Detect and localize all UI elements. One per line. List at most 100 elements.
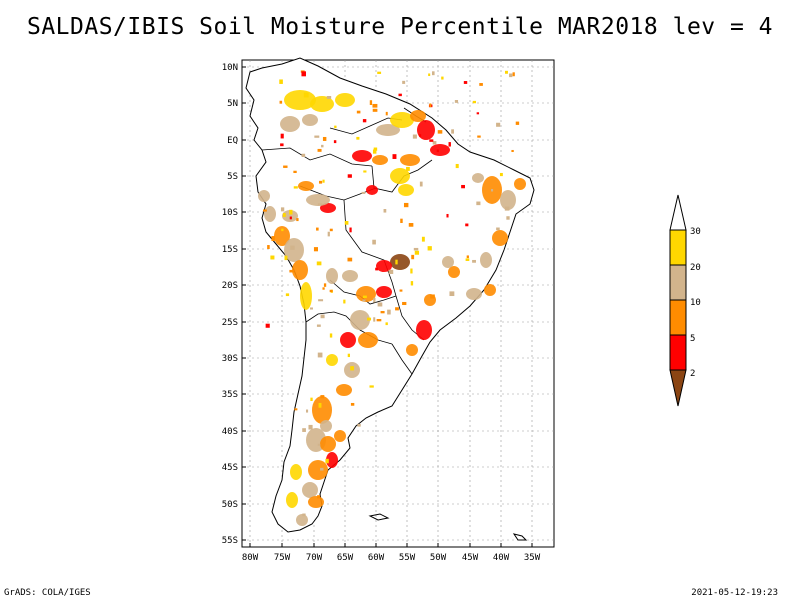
percentile-speck	[344, 221, 349, 225]
percentile-speck	[408, 223, 414, 227]
percentile-speck	[412, 134, 417, 139]
percentile-speck	[402, 301, 407, 306]
percentile-patch	[484, 284, 496, 296]
percentile-speck	[349, 227, 352, 233]
percentile-speck	[316, 324, 321, 327]
percentile-speck	[289, 216, 292, 220]
percentile-speck	[395, 307, 399, 311]
percentile-speck	[504, 70, 508, 74]
percentile-speck	[322, 179, 325, 183]
percentile-speck	[279, 100, 283, 104]
lat-label: 10N	[222, 63, 238, 73]
percentile-patch	[472, 173, 484, 183]
percentile-speck	[334, 125, 337, 129]
percentile-speck	[316, 227, 319, 231]
percentile-speck	[317, 495, 321, 499]
colorbar-label: 5	[690, 334, 695, 344]
percentile-speck	[363, 170, 367, 173]
percentile-patch	[320, 436, 336, 452]
latitude-labels: 10N 5N EQ 5S 10S 15S 20S 25S 30S 35S 40S 45S 50S 55S	[222, 63, 246, 546]
footer-credit: GrADS: COLA/IGES	[4, 588, 91, 598]
percentile-speck	[400, 218, 403, 223]
percentile-speck	[271, 236, 275, 242]
percentile-speck	[267, 245, 270, 250]
footer-timestamp: 2021-05-12-19:23	[691, 588, 778, 598]
percentile-speck	[270, 255, 275, 260]
percentile-speck	[419, 181, 423, 187]
lon-label: 80W	[242, 553, 259, 563]
percentile-patch	[258, 190, 270, 202]
percentile-speck	[320, 395, 325, 399]
percentile-speck	[375, 267, 378, 271]
colorbar-segment	[669, 299, 687, 336]
lon-label: 35W	[524, 553, 541, 563]
percentile-speck	[448, 142, 451, 147]
percentile-patch	[448, 266, 460, 278]
percentile-speck	[314, 135, 320, 138]
percentile-speck	[455, 163, 459, 169]
percentile-field	[258, 70, 526, 526]
percentile-speck	[369, 100, 373, 105]
percentile-speck	[504, 206, 510, 211]
percentile-speck	[301, 153, 306, 158]
percentile-patch	[372, 155, 388, 165]
percentile-speck	[499, 172, 503, 177]
percentile-speck	[322, 287, 325, 290]
percentile-speck	[329, 333, 333, 338]
percentile-speck	[429, 139, 434, 142]
lat-label: 20S	[222, 281, 238, 291]
lat-label: 15S	[222, 245, 238, 255]
percentile-patch	[326, 452, 338, 468]
percentile-speck	[402, 80, 406, 84]
percentile-speck	[472, 259, 476, 263]
percentile-speck	[282, 213, 286, 217]
percentile-speck	[373, 317, 376, 322]
percentile-speck	[372, 103, 378, 108]
percentile-speck	[280, 133, 284, 139]
percentile-speck	[362, 299, 366, 302]
percentile-patch	[500, 190, 516, 210]
percentile-patch	[366, 185, 378, 195]
percentile-speck	[427, 246, 432, 251]
percentile-patch	[302, 114, 318, 126]
percentile-speck	[387, 309, 391, 315]
percentile-speck	[367, 317, 372, 321]
percentile-speck	[296, 218, 299, 222]
percentile-speck	[318, 402, 322, 408]
percentile-speck	[421, 236, 425, 242]
percentile-speck	[429, 103, 432, 108]
percentile-speck	[362, 295, 367, 299]
percentile-patch	[320, 203, 336, 213]
percentile-speck	[466, 255, 469, 259]
percentile-speck	[411, 254, 415, 260]
percentile-speck	[316, 261, 322, 266]
percentile-speck	[302, 428, 306, 432]
percentile-speck	[284, 255, 288, 261]
percentile-speck	[317, 352, 323, 358]
percentile-speck	[318, 299, 324, 302]
percentile-speck	[322, 136, 327, 141]
lat-label: 40S	[222, 427, 238, 437]
percentile-patch	[442, 256, 454, 268]
percentile-patch	[264, 206, 276, 222]
percentile-speck	[333, 140, 337, 144]
percentile-speck	[395, 259, 398, 265]
lon-label: 55W	[399, 553, 416, 563]
percentile-speck	[290, 245, 295, 250]
percentile-patch	[300, 282, 312, 310]
percentile-speck	[372, 239, 376, 245]
percentile-patch	[312, 396, 332, 424]
lon-label: 50W	[430, 553, 447, 563]
lon-label: 65W	[337, 553, 354, 563]
percentile-patch	[308, 496, 324, 508]
percentile-speck	[326, 96, 332, 99]
percentile-speck	[410, 281, 414, 286]
percentile-patch	[326, 268, 338, 284]
percentile-speck	[347, 353, 350, 358]
percentile-speck	[325, 458, 329, 464]
percentile-patch	[302, 482, 318, 498]
percentile-speck	[446, 213, 449, 218]
percentile-patch	[416, 320, 432, 340]
lat-label: 5S	[227, 172, 238, 182]
percentile-patch	[308, 460, 328, 480]
